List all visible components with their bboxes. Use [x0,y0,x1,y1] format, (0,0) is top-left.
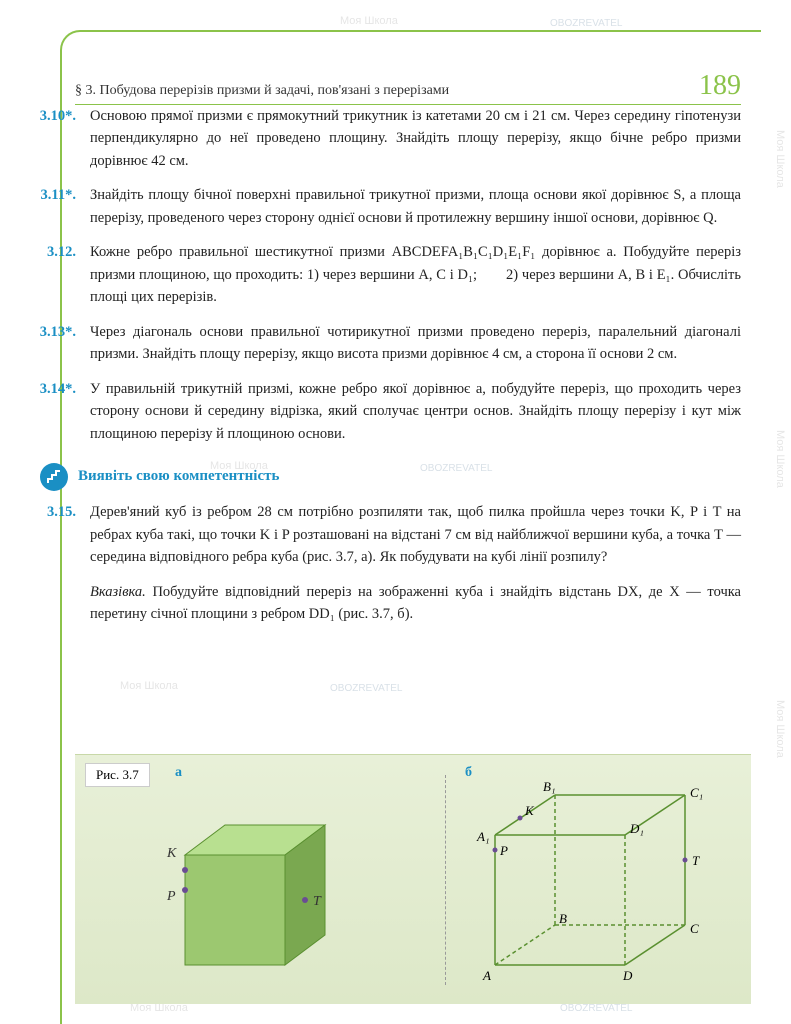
content-area: 3.10*. Основою прямої призми є прямокутн… [90,105,741,637]
problem-text: У правильній трикутній призмі, кожне реб… [90,378,741,445]
section-title: § 3. Побудова перерізів призми й задачі,… [75,83,449,99]
problem-3-10: 3.10*. Основою прямої призми є прямокутн… [90,105,741,172]
cube-wireframe: A₁ B₁ C₁ D₁ A B C D K P T [455,775,735,995]
hint-text: Побудуйте відповідний переріз на зображе… [90,584,741,622]
watermark: Моя Школа [340,15,398,27]
watermark: Моя Школа [774,430,786,488]
point-D1: D₁ [629,821,644,836]
point-B1: B₁ [543,779,555,794]
point-P: P [166,889,176,904]
figure-label: Рис. 3.7 [85,763,150,787]
figure-sublabel-a: а [175,765,182,781]
problem-number: 3.15. [38,501,83,523]
watermark: Моя Школа [774,700,786,758]
problem-text: Знайдіть площу бічної поверхні правильно… [90,184,741,229]
point-B: B [559,911,567,926]
point-D: D [622,968,633,983]
problem-3-11: 3.11*. Знайдіть площу бічної поверхні пр… [90,184,741,229]
figure-3-7: Рис. 3.7 а б K P T A₁ B₁ C₁ D₁ A B [75,754,751,1004]
point-C1: C₁ [690,785,703,800]
point-P-b: P [499,843,508,858]
point-T: T [313,894,322,909]
point-T-b: T [692,853,700,868]
problem-text: Дерев'яний куб із ребром 28 см потрібно … [90,501,741,568]
watermark-logo: OBOZREVATEL [550,18,622,29]
figure-divider [445,775,446,985]
stairs-icon [40,463,68,491]
problem-3-12: 3.12. Кожне ребро правильної шестикутної… [90,241,741,308]
point-A: A [482,968,491,983]
watermark: Моя Школа [774,130,786,188]
problem-text: Основою прямої призми є прямокутний трик… [90,105,741,172]
problem-number: 3.10*. [38,105,83,127]
problem-3-13: 3.13*. Через діагональ основи правильної… [90,321,741,366]
point-A1: A₁ [476,829,489,844]
problem-text: Кожне ребро правильної шестикутної призм… [90,241,741,308]
competence-header: Виявіть свою компетентність [40,463,741,491]
competence-title: Виявіть свою компетентність [78,465,279,488]
point-C: C [690,921,699,936]
cube-solid: K P T [155,805,355,985]
page-number: 189 [699,70,741,102]
problem-text: Через діагональ основи правильної чотири… [90,321,741,366]
hint-label: Вказівка. [90,584,146,600]
problem-3-15: 3.15. Дерев'яний куб із ребром 28 см пот… [90,501,741,568]
problem-number: 3.14*. [38,378,83,400]
problem-number: 3.11*. [38,184,83,206]
problem-3-15-hint: Вказівка. Побудуйте відповідний переріз … [90,581,741,626]
problem-number: 3.13*. [38,321,83,343]
point-K-b: K [524,803,535,818]
problem-3-14: 3.14*. У правильній трикутній призмі, ко… [90,378,741,445]
problem-number: 3.12. [38,241,83,263]
point-K: K [166,846,177,861]
page-header: § 3. Побудова перерізів призми й задачі,… [75,70,741,105]
